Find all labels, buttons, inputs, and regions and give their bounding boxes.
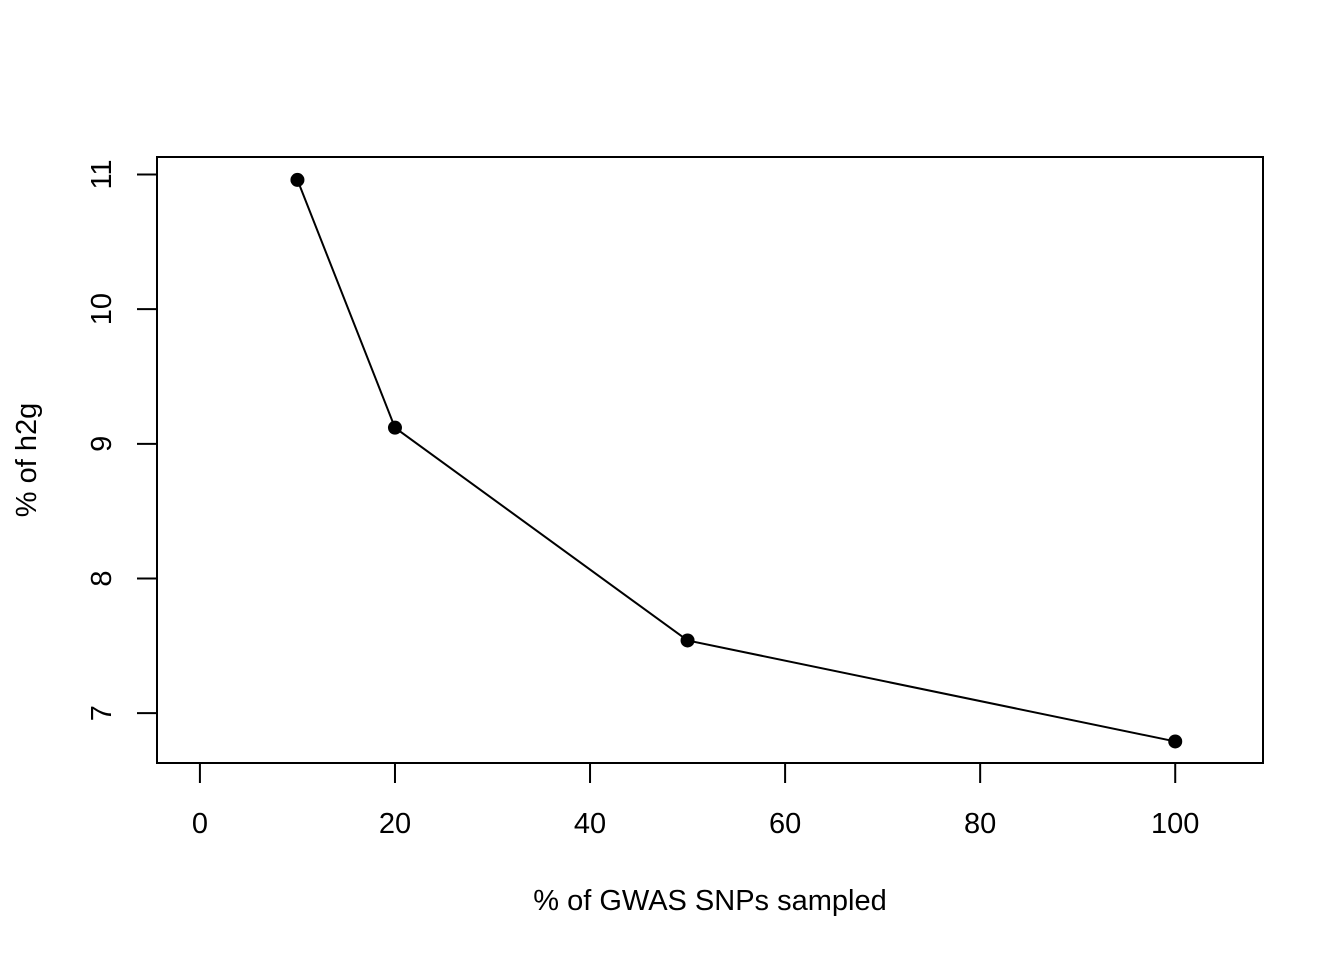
data-point xyxy=(290,172,305,187)
data-point xyxy=(680,633,695,648)
y-tick-label: 11 xyxy=(86,159,118,189)
x-tick-label: 20 xyxy=(379,808,411,840)
x-tick-label: 100 xyxy=(1151,808,1199,840)
x-axis: 0 20 40 60 80 100 xyxy=(192,762,1199,840)
x-tick-label: 80 xyxy=(964,808,996,840)
y-tick-label: 9 xyxy=(86,436,118,452)
x-axis-title: % of GWAS SNPs sampled xyxy=(533,885,886,917)
data-point xyxy=(387,420,402,435)
y-tick-label: 10 xyxy=(86,293,118,325)
series-layer xyxy=(290,172,1183,749)
plot-frame xyxy=(156,156,1264,764)
x-tick-label: 40 xyxy=(574,808,606,840)
y-axis: 7 8 9 10 11 xyxy=(86,159,158,721)
y-tick-label: 7 xyxy=(86,705,118,721)
y-axis-title: % of h2g xyxy=(11,403,43,517)
y-tick-label: 8 xyxy=(86,570,118,586)
data-point xyxy=(1168,734,1183,749)
x-tick-label: 0 xyxy=(192,808,208,840)
x-tick-label: 60 xyxy=(769,808,801,840)
series-line xyxy=(296,179,1176,743)
